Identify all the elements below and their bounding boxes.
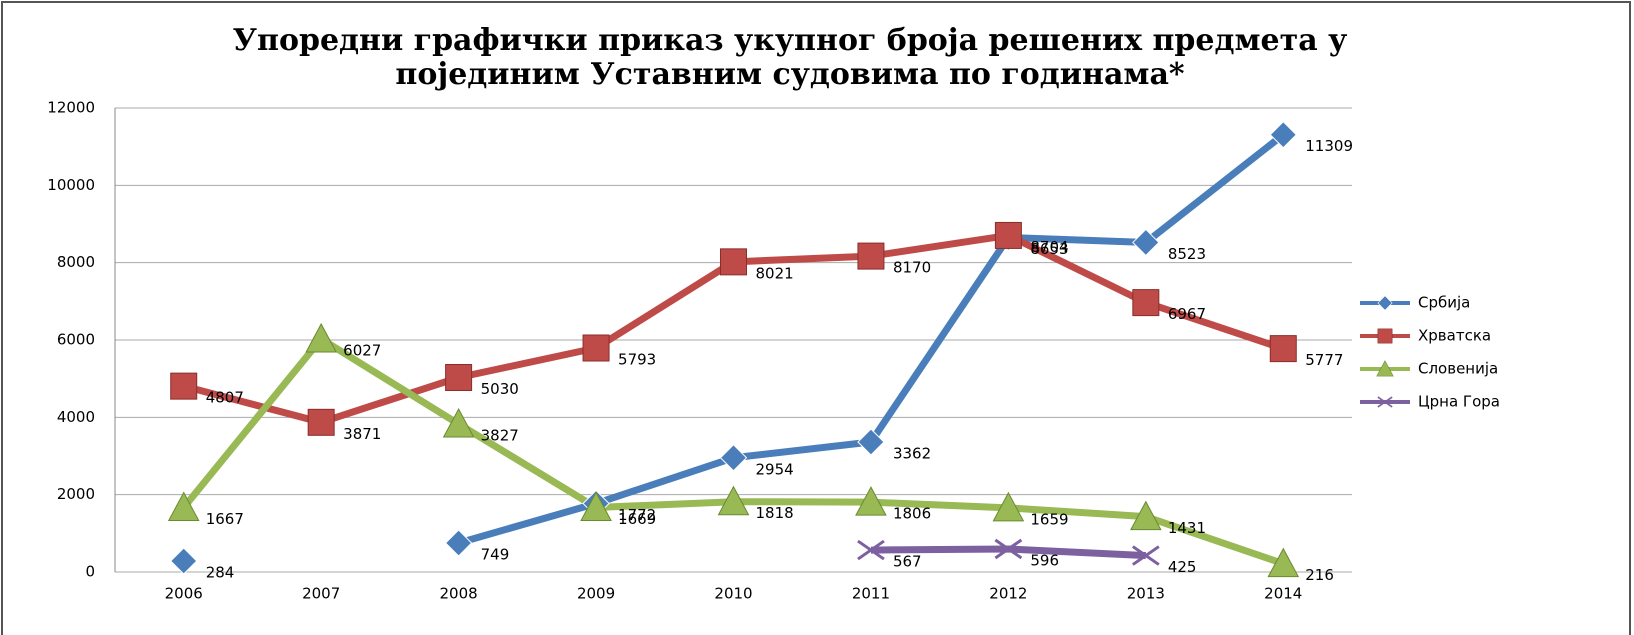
- marker: [1269, 335, 1297, 363]
- data-label: 284: [206, 564, 235, 582]
- data-label: 4807: [206, 389, 244, 407]
- marker: [1269, 121, 1297, 149]
- x-tick-label: 2008: [440, 585, 478, 603]
- data-label: 8021: [756, 264, 794, 282]
- legend-label: Црна Гора: [1418, 393, 1500, 411]
- legend-label: Хрватска: [1418, 327, 1491, 345]
- marker: [442, 407, 475, 438]
- y-tick-label: 2000: [57, 485, 95, 503]
- data-label: 6027: [343, 341, 381, 359]
- marker: [857, 242, 885, 270]
- legend-label: Србија: [1418, 294, 1470, 312]
- y-tick-label: 6000: [57, 331, 95, 349]
- y-tick-label: 12000: [47, 99, 95, 117]
- data-label: 8653: [1030, 240, 1068, 258]
- data-label: 6967: [1168, 305, 1206, 323]
- y-tick-label: 10000: [47, 176, 95, 194]
- marker: [582, 334, 610, 362]
- data-label: 425: [1168, 558, 1197, 576]
- data-label: 3827: [481, 427, 519, 445]
- x-tick-label: 2011: [852, 585, 890, 603]
- legend-marker: [1376, 360, 1394, 377]
- marker: [1132, 228, 1160, 257]
- data-label: 8523: [1168, 245, 1206, 263]
- data-label: 3362: [893, 445, 931, 463]
- marker: [305, 322, 338, 353]
- y-tick-label: 4000: [57, 408, 95, 426]
- data-label: 216: [1305, 566, 1334, 584]
- marker: [580, 491, 612, 521]
- data-label: 749: [481, 546, 510, 564]
- data-label: 1669: [618, 510, 656, 528]
- x-tick-label: 2013: [1127, 585, 1165, 603]
- marker: [719, 444, 748, 472]
- marker: [444, 529, 473, 557]
- legend-marker: [1377, 328, 1393, 344]
- x-tick-label: 2006: [165, 585, 203, 603]
- marker: [170, 372, 198, 400]
- marker: [307, 408, 335, 436]
- marker: [1129, 500, 1162, 531]
- data-label: 1667: [206, 510, 244, 528]
- x-tick-label: 2009: [577, 585, 615, 603]
- data-label: 1659: [1030, 510, 1068, 528]
- marker: [170, 547, 198, 575]
- data-label: 8704: [1030, 238, 1068, 256]
- marker: [720, 248, 747, 276]
- marker: [1132, 289, 1160, 317]
- marker: [717, 485, 750, 516]
- x-tick-label: 2010: [714, 585, 752, 603]
- marker: [445, 364, 473, 392]
- data-label: 8170: [893, 259, 931, 277]
- legend-marker: [1377, 295, 1393, 311]
- data-label: 5030: [481, 380, 519, 398]
- marker: [857, 428, 885, 456]
- data-label: 2954: [756, 460, 794, 478]
- data-label: 1818: [756, 504, 794, 522]
- chart-title: појединим Уставним судовима по годинама*: [395, 57, 1185, 92]
- marker: [167, 491, 200, 522]
- data-label: 5777: [1305, 351, 1343, 369]
- y-tick-label: 8000: [57, 253, 95, 271]
- marker: [1267, 547, 1300, 578]
- data-label: 596: [1030, 551, 1059, 569]
- data-label: 567: [893, 553, 922, 571]
- data-label: 1772: [618, 506, 656, 524]
- data-label: 11309: [1305, 137, 1353, 155]
- legend-label: Словенија: [1418, 360, 1498, 378]
- chart-title: Упоредни графички приказ укупног броја р…: [233, 23, 1348, 58]
- x-tick-label: 2007: [302, 585, 340, 603]
- y-tick-label: 0: [85, 563, 95, 581]
- x-tick-label: 2012: [989, 585, 1027, 603]
- legend-marker: [1377, 396, 1393, 408]
- marker: [992, 491, 1025, 522]
- marker: [1131, 545, 1160, 566]
- marker: [855, 486, 887, 516]
- marker: [994, 221, 1022, 249]
- marker: [994, 538, 1023, 560]
- data-label: 3871: [343, 425, 381, 443]
- data-label: 1431: [1168, 519, 1206, 537]
- marker: [857, 539, 885, 561]
- x-tick-label: 2014: [1264, 585, 1302, 603]
- data-label: 1806: [893, 505, 931, 523]
- data-label: 5793: [618, 351, 656, 369]
- series-line: [457, 131, 1286, 547]
